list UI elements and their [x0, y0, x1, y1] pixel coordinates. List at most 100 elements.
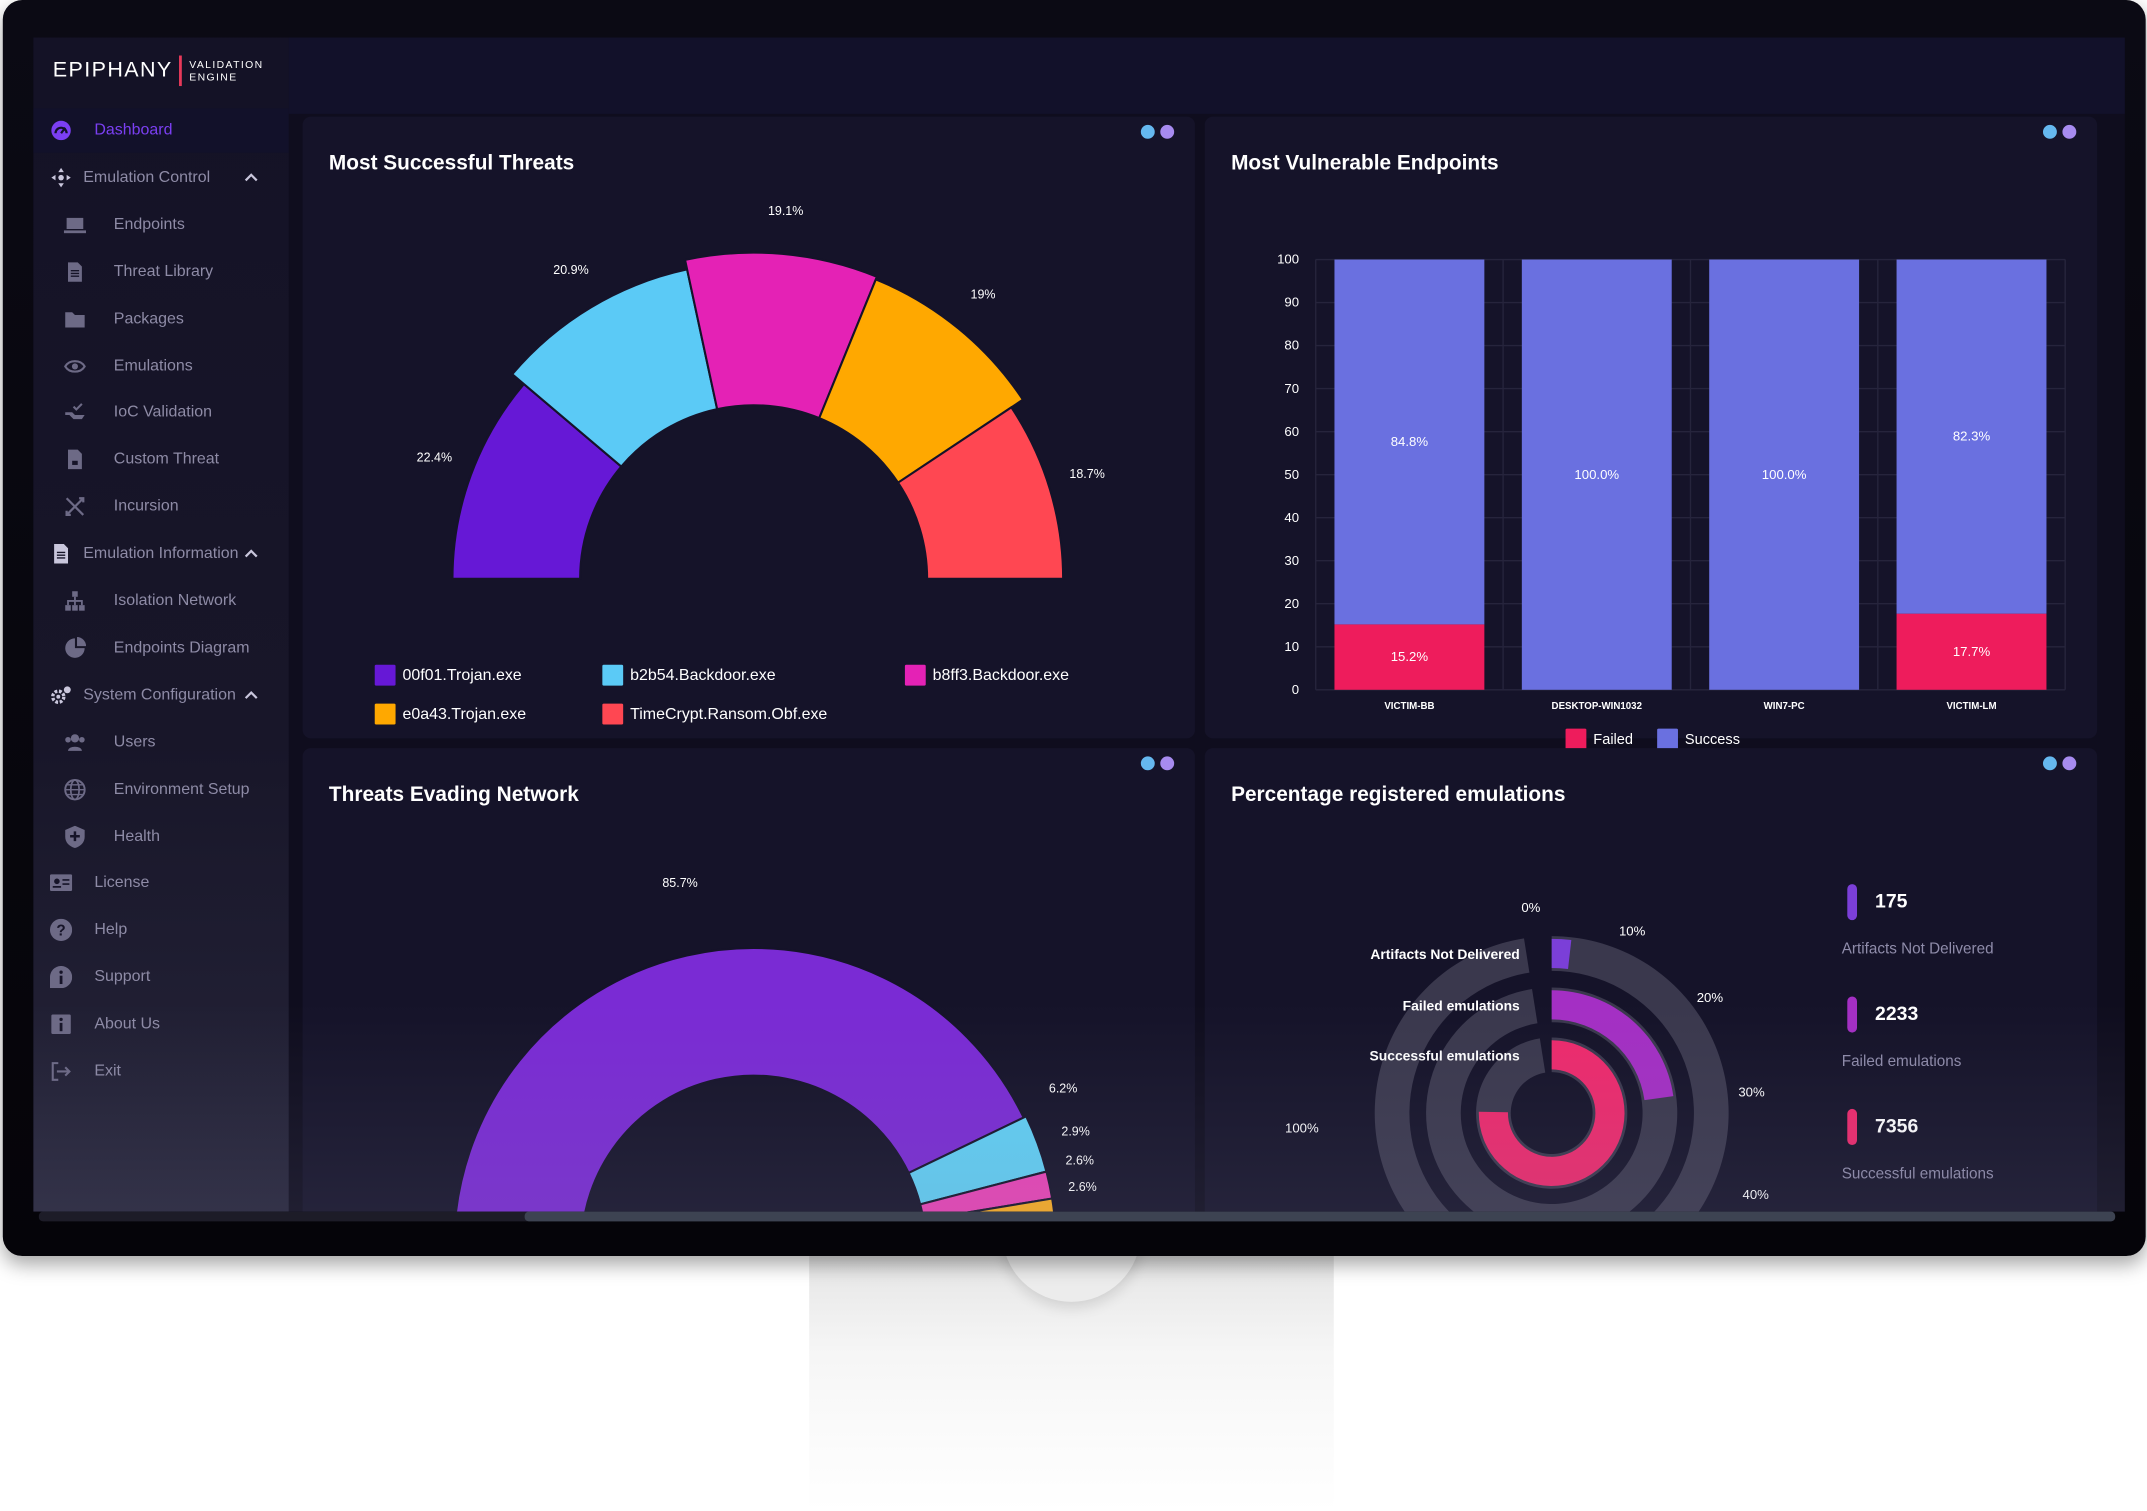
sidebar-item-incursion[interactable]: Incursion — [33, 485, 288, 529]
sidebar-item-label: Users — [113, 733, 156, 751]
legend-label: b8ff3.Backdoor.exe — [932, 666, 1070, 684]
legend-swatch — [602, 664, 624, 686]
chevron-up-icon[interactable] — [244, 688, 258, 702]
sidebar-item-license[interactable]: License — [33, 861, 288, 905]
legend-label: b2b54.Backdoor.exe — [630, 666, 776, 684]
legend-item[interactable]: TimeCrypt.Ransom.Obf.exe — [602, 703, 828, 725]
x-tick-label: WIN7-PC — [1764, 701, 1805, 712]
brand-logo: EPIPHANY VALIDATION ENGINE — [53, 51, 264, 90]
legend-item[interactable]: Success — [1657, 728, 1740, 750]
bar-segment-success[interactable] — [1709, 259, 1860, 690]
sidebar-item-label: Help — [94, 921, 128, 939]
legend-item[interactable]: b2b54.Backdoor.exe — [602, 664, 776, 686]
sidebar-item-label: Support — [94, 969, 151, 986]
bar-value-label: 15.2% — [1391, 649, 1429, 664]
legend-item[interactable]: 00f01.Trojan.exe — [374, 664, 522, 686]
evading-slice-label: 85.7% — [662, 876, 697, 890]
evading-slice[interactable] — [918, 1170, 1054, 1212]
sidebar-item-users[interactable]: Users — [33, 720, 288, 764]
sidebar-item-custom-threat[interactable]: Custom Threat — [33, 438, 288, 482]
legend-item[interactable]: e0a43.Trojan.exe — [374, 703, 526, 725]
sidebar-item-label: Emulation Control — [83, 169, 211, 186]
evading-slice-label: 2.6% — [1066, 1153, 1094, 1167]
sidebar-item-endpoints[interactable]: Endpoints — [33, 202, 288, 246]
most-vulnerable-endpoints-card: Most Vulnerable Endpoints 0 10 20 30 40 50 60 7… — [1204, 116, 2098, 750]
top-bar — [288, 37, 2125, 114]
percentage-registered-emulations-card: Percentage registered emulations Artifac… — [1204, 748, 2098, 1212]
sidebar-item-about-us[interactable]: About Us — [33, 1002, 288, 1046]
sidebar-item-system-configuration[interactable]: System Configuration — [33, 673, 288, 717]
sidebar-item-exit[interactable]: Exit — [33, 1049, 288, 1093]
sidebar-item-label: Incursion — [113, 498, 179, 516]
sidebar-item-threat-library[interactable]: Threat Library — [33, 249, 288, 293]
card-menu-dots[interactable] — [2042, 124, 2077, 139]
bar-value-label: 100.0% — [1762, 467, 1807, 482]
threat-slice-label: 20.9% — [553, 263, 588, 277]
bar-segment-success[interactable] — [1521, 259, 1672, 690]
bar-segment-failed[interactable] — [1896, 613, 2047, 690]
crossed-arrows-icon — [65, 497, 85, 517]
legend-item[interactable]: b8ff3.Backdoor.exe — [904, 664, 1070, 686]
legend-item[interactable]: Failed — [1565, 728, 1633, 750]
sidebar-item-isolation-network[interactable]: Isolation Network — [33, 579, 288, 623]
bar-value-label: 84.8% — [1391, 434, 1429, 449]
sidebar-item-dashboard[interactable]: Dashboard — [33, 108, 289, 153]
brand-subtitle: VALIDATION ENGINE — [189, 58, 263, 83]
threat-slice[interactable] — [683, 251, 879, 420]
card-menu-dots[interactable] — [2042, 756, 2077, 771]
y-tick-label: 0 — [1292, 682, 1299, 697]
bar-segment-success[interactable] — [1334, 259, 1485, 625]
sidebar-item-label: Custom Threat — [113, 451, 220, 469]
gauge-icon — [51, 120, 71, 141]
card-menu-dots[interactable] — [1140, 756, 1175, 771]
radial-bar[interactable] — [1551, 938, 1572, 969]
folder-icon — [65, 311, 85, 327]
eye-cycle-icon — [64, 359, 86, 372]
app-screen: EPIPHANY VALIDATION ENGINE Dashboard Emul… — [33, 37, 2125, 1212]
x-tick-label: VICTIM-BB — [1384, 701, 1434, 712]
chevron-up-icon[interactable] — [244, 171, 258, 185]
sidebar-item-health[interactable]: Health — [33, 814, 288, 858]
stat-color-bar — [1847, 884, 1858, 921]
legend-label: TimeCrypt.Ransom.Obf.exe — [630, 705, 828, 723]
y-tick-label: 50 — [1284, 467, 1299, 482]
scrollbar-thumb[interactable] — [524, 1211, 2116, 1222]
evading-slice[interactable] — [454, 946, 1026, 1212]
sidebar-item-label: Endpoints Diagram — [113, 639, 250, 657]
threat-slice[interactable] — [896, 405, 1065, 580]
sidebar-item-emulation-control[interactable]: Emulation Control — [33, 155, 288, 199]
sidebar-item-label: IoC Validation — [113, 404, 213, 422]
evading-slice[interactable] — [923, 1197, 1056, 1212]
monitor-bezel: EPIPHANY VALIDATION ENGINE Dashboard Emul… — [2, 0, 2146, 1257]
sidebar-item-label: Isolation Network — [113, 592, 237, 610]
y-tick-label: 40 — [1284, 510, 1299, 525]
sidebar-item-endpoints-diagram[interactable]: Endpoints Diagram — [33, 626, 288, 670]
stat-color-bar — [1847, 996, 1858, 1033]
sidebar-item-emulations[interactable]: Emulations — [33, 344, 288, 388]
horizontal-scrollbar[interactable] — [38, 1211, 2116, 1222]
y-tick-label: 70 — [1284, 381, 1299, 396]
svg-text:?: ? — [56, 923, 65, 940]
sidebar-item-environment-setup[interactable]: Environment Setup — [33, 767, 288, 811]
radial-bar[interactable] — [1551, 990, 1674, 1101]
radial-series-label: Failed emulations — [1403, 997, 1520, 1013]
chevron-up-icon[interactable] — [244, 547, 258, 561]
sidebar-item-packages[interactable]: Packages — [33, 296, 288, 340]
card-menu-dots[interactable] — [1140, 124, 1175, 139]
bar-value-label: 17.7% — [1953, 644, 1991, 659]
legend-swatch — [1657, 728, 1678, 750]
sidebar-item-label: Exit — [94, 1063, 121, 1080]
sidebar-item-emulation-information[interactable]: Emulation Information — [33, 532, 288, 576]
y-tick-label: 80 — [1284, 338, 1299, 353]
radial-bar[interactable] — [1478, 1040, 1625, 1186]
radial-track — [1374, 936, 1729, 1212]
bar-segment-failed[interactable] — [1334, 624, 1485, 690]
threats-evading-network-card: Threats Evading Network 85.7% 6.2% 2.9% 2.6… — [302, 748, 1195, 1212]
threat-slice[interactable] — [817, 278, 1025, 485]
sidebar-item-support[interactable]: Support — [33, 955, 288, 999]
sidebar-item-help[interactable]: ? Help — [33, 908, 288, 952]
card-title: Most Vulnerable Endpoints — [1231, 151, 1499, 175]
sidebar-item-ioc-validation[interactable]: IoC Validation — [33, 391, 288, 435]
radial-series-label: Artifacts Not Delivered — [1370, 946, 1519, 962]
bar-segment-success[interactable] — [1896, 259, 2047, 614]
